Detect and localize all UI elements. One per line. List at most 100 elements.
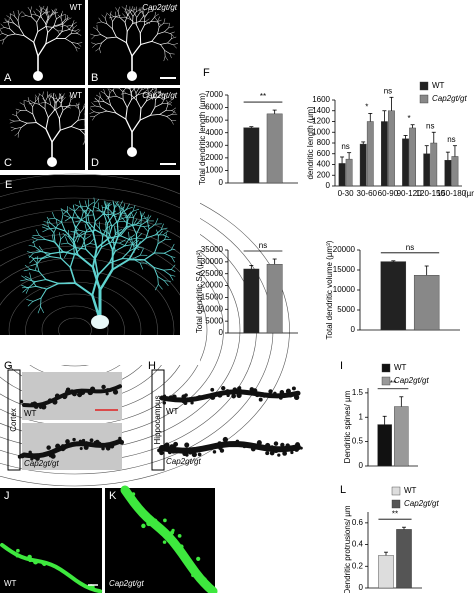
dendrite xyxy=(75,46,78,52)
y-tick-label: 600 xyxy=(317,149,331,158)
spine xyxy=(252,388,258,394)
region-label: Cortex xyxy=(9,408,18,432)
dendrite xyxy=(65,104,71,107)
dendrite xyxy=(96,209,104,212)
dendrite xyxy=(34,246,42,252)
spine xyxy=(141,511,145,516)
dendrite xyxy=(158,92,164,96)
dendrite xyxy=(98,17,102,23)
panel-letter: C xyxy=(4,157,12,169)
panel-letter: D xyxy=(91,157,99,169)
y-axis-label: Total dendritic SA (µm²) xyxy=(195,250,204,334)
dendrite xyxy=(33,102,40,105)
spine xyxy=(294,444,299,449)
dendrite xyxy=(89,238,95,244)
dendrite xyxy=(163,252,172,258)
legend-swatch xyxy=(381,363,391,373)
spine xyxy=(242,390,248,395)
dendrite xyxy=(74,206,80,212)
dendrite xyxy=(157,239,166,245)
dendrite xyxy=(157,276,165,282)
dendrite xyxy=(119,239,126,244)
dendrite xyxy=(140,87,143,91)
spine xyxy=(224,389,231,395)
dendrite xyxy=(145,18,150,22)
dendrite xyxy=(131,224,137,235)
spine xyxy=(238,388,242,393)
dendrite xyxy=(104,17,108,25)
dendrite xyxy=(172,110,176,115)
dendrite xyxy=(39,11,42,18)
bar xyxy=(394,406,409,467)
dendrite xyxy=(30,6,32,12)
y-axis-label: Total dendritic length (µm) xyxy=(198,93,207,186)
dendrite xyxy=(60,18,64,25)
dendrite xyxy=(32,101,36,107)
dendrite xyxy=(26,279,36,283)
spine xyxy=(258,397,263,402)
dendrite xyxy=(56,15,62,20)
dendrite xyxy=(36,258,43,264)
dendrite xyxy=(125,118,133,133)
dendrite xyxy=(32,113,37,123)
error-bar xyxy=(272,258,277,265)
dendrite xyxy=(87,214,90,224)
spine xyxy=(130,497,135,501)
spine xyxy=(170,531,174,535)
dendrite xyxy=(147,215,152,222)
spine xyxy=(293,394,300,401)
spine xyxy=(167,450,172,455)
dendrite xyxy=(126,23,133,32)
dendrite xyxy=(142,92,148,95)
dendrite xyxy=(35,263,38,271)
spine xyxy=(47,398,53,404)
dendrite xyxy=(154,17,158,22)
dendrite xyxy=(143,252,156,261)
dendrite xyxy=(83,238,87,250)
dendrite xyxy=(150,90,154,95)
dendrite xyxy=(23,269,31,272)
bar xyxy=(388,110,395,187)
dendrite xyxy=(76,33,82,36)
soma xyxy=(33,71,43,81)
bar xyxy=(359,143,367,187)
dendrite xyxy=(92,203,96,213)
spine xyxy=(46,445,51,450)
dendrite xyxy=(0,29,3,34)
spine xyxy=(19,453,25,459)
dendrite xyxy=(145,228,150,239)
dendrite xyxy=(92,116,96,121)
dendrite xyxy=(105,224,112,230)
spine xyxy=(290,450,294,455)
y-tick-label: 0.5 xyxy=(352,437,364,446)
dendrite xyxy=(72,227,77,241)
dendrite xyxy=(99,48,101,54)
spine xyxy=(54,393,60,399)
dendrite xyxy=(35,14,42,18)
bar xyxy=(266,264,283,334)
dendrite xyxy=(111,219,120,228)
dendrite xyxy=(52,8,56,14)
dendrite xyxy=(68,24,73,30)
dendrite xyxy=(108,98,112,106)
spine xyxy=(186,448,191,453)
dendrite xyxy=(45,16,49,24)
dendrite xyxy=(139,248,144,256)
dendrite xyxy=(106,96,111,100)
dendrite xyxy=(108,257,123,264)
spine xyxy=(90,386,96,392)
dendrite xyxy=(166,116,172,121)
dendrite xyxy=(75,226,78,234)
dendrite xyxy=(130,19,137,26)
dendrite xyxy=(54,94,58,100)
dendrite xyxy=(61,209,68,213)
dendrite xyxy=(100,97,105,103)
dendrite xyxy=(21,286,30,289)
dendrite xyxy=(130,6,134,11)
dendrite xyxy=(26,122,37,124)
dendrite xyxy=(58,238,62,249)
y-tick-label: 10000 xyxy=(201,304,224,313)
spine xyxy=(163,518,167,523)
dendrite xyxy=(77,118,86,121)
dendrite xyxy=(76,29,81,34)
